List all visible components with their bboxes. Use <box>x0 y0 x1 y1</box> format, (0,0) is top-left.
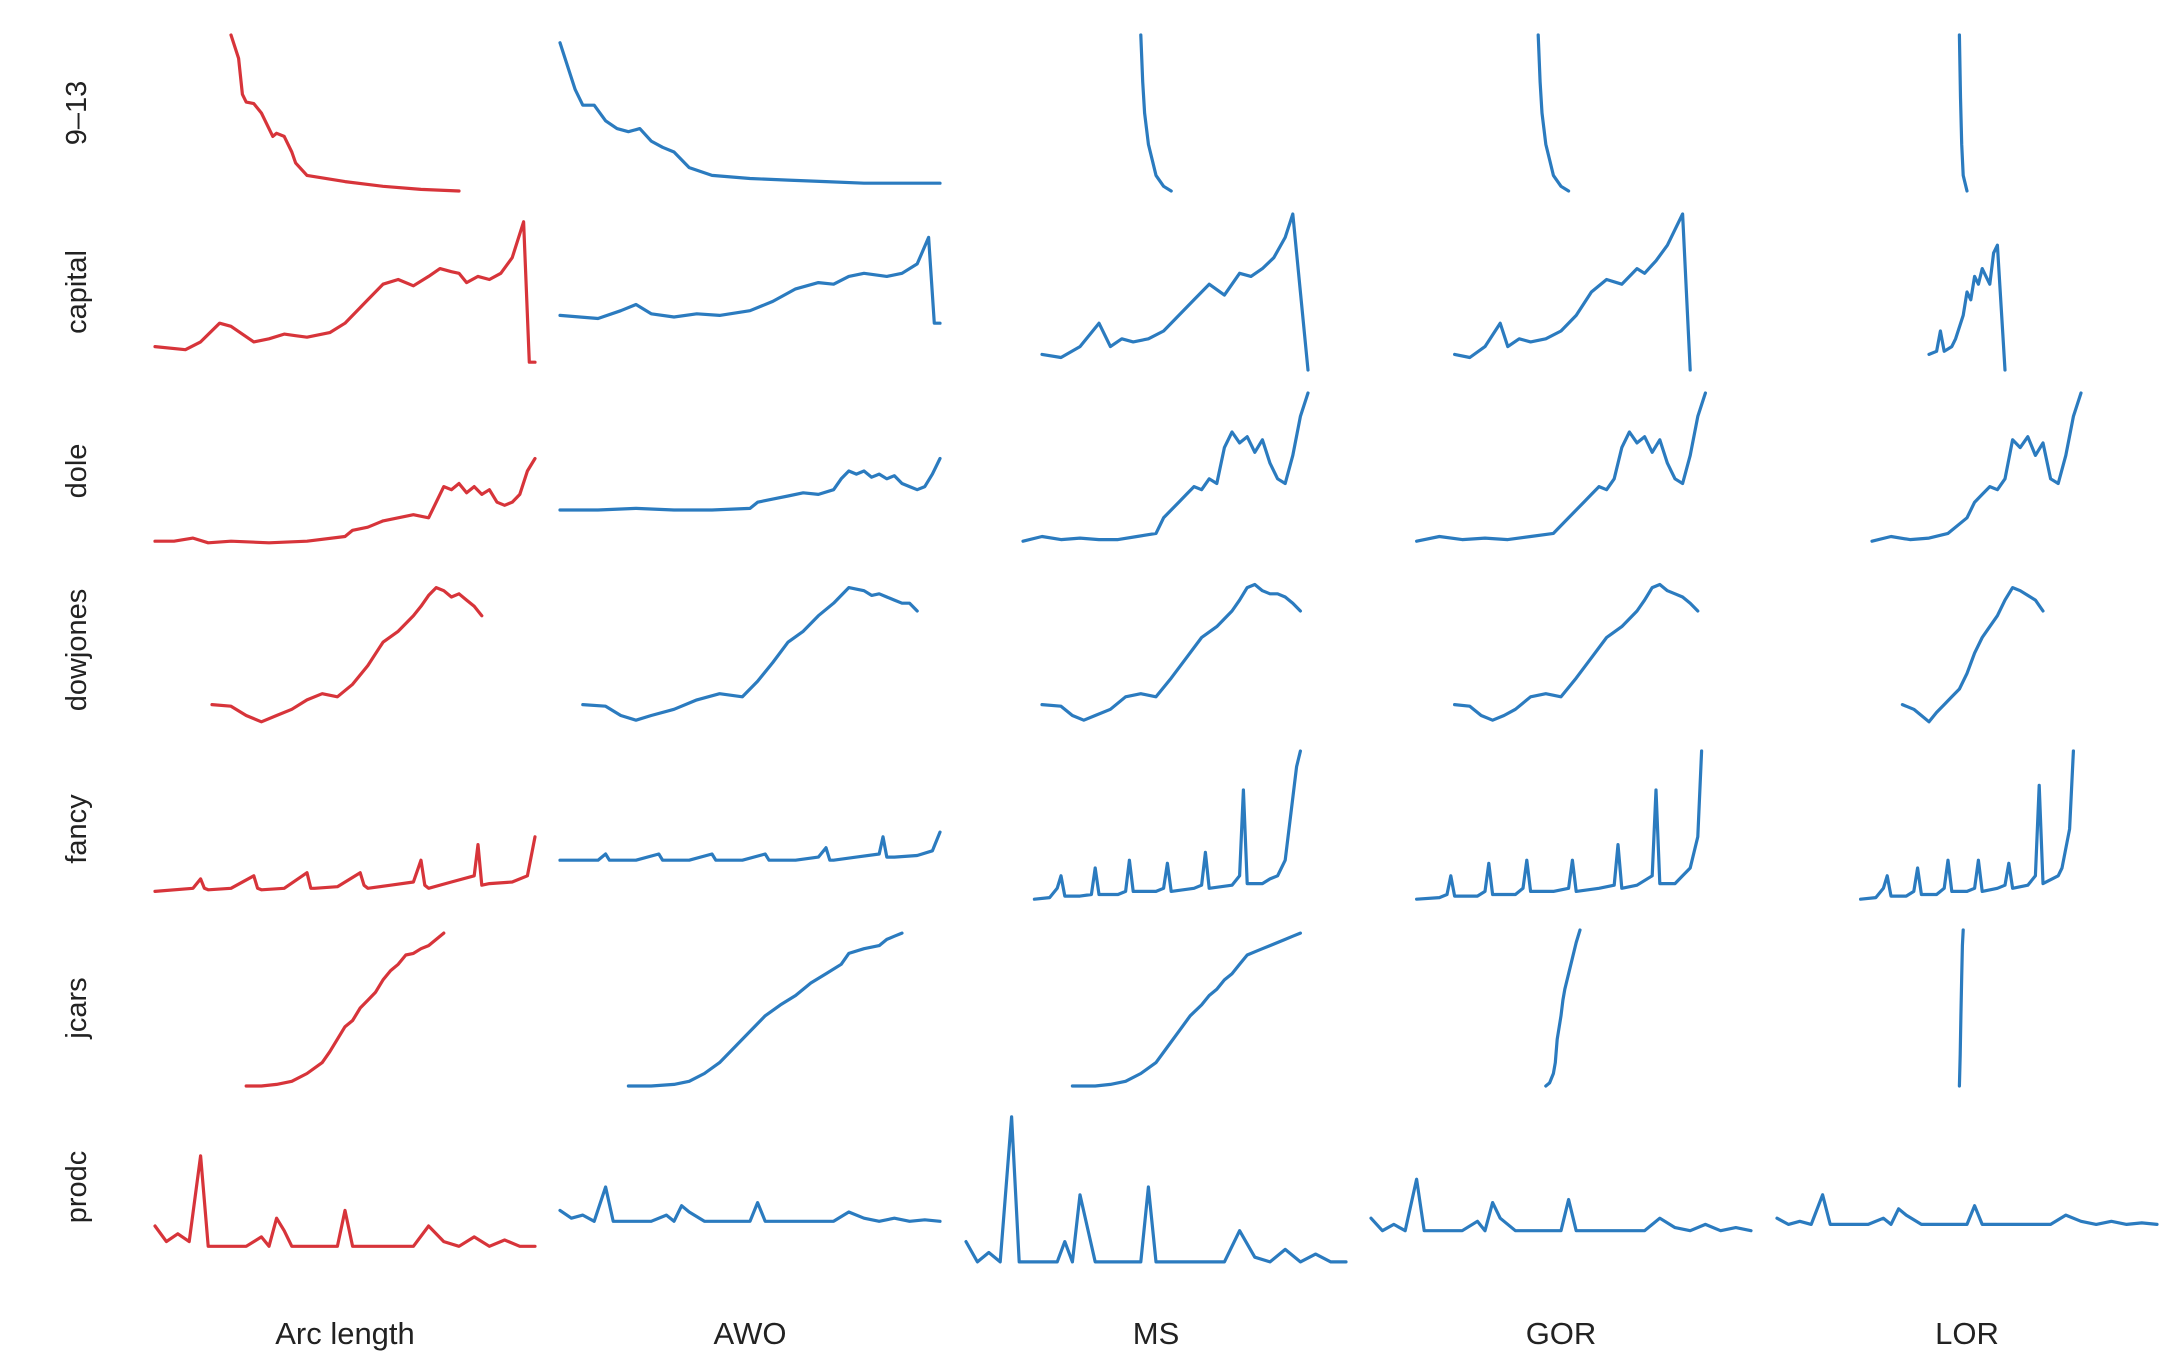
line-9-13-awo <box>558 41 942 185</box>
line-prodc-gor <box>1369 1177 1753 1233</box>
line-prodc-arc-length <box>153 1154 537 1248</box>
line-prodc-awo <box>558 1185 942 1223</box>
line-fancy-awo <box>558 830 942 862</box>
line-dowjones-lor <box>1900 585 2045 724</box>
line-dowjones-awo <box>581 585 919 722</box>
line-dole-lor <box>1870 391 2083 543</box>
line-dowjones-arc-length <box>210 585 484 724</box>
column-label-gor: GOR <box>1526 1316 1597 1351</box>
line-jcars-ms <box>1070 931 1303 1088</box>
row-label-9-13: 9–13 <box>61 81 93 146</box>
line-capital-awo <box>558 235 942 325</box>
line-jcars-lor <box>1957 928 1965 1088</box>
row-label-capital: capital <box>61 250 93 334</box>
line-prodc-ms <box>964 1115 1348 1264</box>
column-label-ms: MS <box>1133 1316 1180 1351</box>
line-fancy-gor <box>1414 749 1704 901</box>
column-label-awo: AWO <box>714 1316 787 1351</box>
line-dole-arc-length <box>153 456 537 545</box>
line-fancy-arc-length <box>153 835 537 894</box>
panels <box>153 33 2159 1264</box>
row-label-prodc: prodc <box>61 1151 93 1224</box>
line-9-13-ms <box>1139 33 1173 193</box>
row-label-dowjones: dowjones <box>61 589 93 712</box>
line-jcars-awo <box>626 931 904 1088</box>
line-dowjones-ms <box>1040 582 1303 722</box>
row-label-dole: dole <box>61 444 93 499</box>
line-fancy-ms <box>1032 749 1303 901</box>
line-jcars-arc-length <box>244 931 446 1088</box>
row-label-fancy: fancy <box>61 794 93 864</box>
line-capital-arc-length <box>153 220 537 364</box>
line-fancy-lor <box>1858 749 2075 901</box>
row-label-jcars: jcars <box>61 977 93 1039</box>
line-9-13-arc-length <box>229 33 461 193</box>
line-dowjones-gor <box>1452 582 1700 722</box>
row-labels: 9–13 capital dole dowjones fancy jcars prodc <box>61 81 93 1224</box>
line-dole-awo <box>558 456 942 512</box>
column-label-lor: LOR <box>1935 1316 1999 1351</box>
line-capital-lor <box>1927 243 2007 372</box>
line-prodc-lor <box>1775 1193 2159 1227</box>
line-9-13-lor <box>1957 33 1969 193</box>
line-jcars-gor <box>1544 928 1582 1088</box>
line-dole-gor <box>1414 391 1708 543</box>
line-dole-ms <box>1021 391 1310 543</box>
line-capital-gor <box>1452 212 1692 372</box>
line-9-13-gor <box>1536 33 1571 193</box>
column-label-arc-length: Arc length <box>275 1316 415 1351</box>
line-capital-ms <box>1040 212 1310 372</box>
column-labels: Arc length AWO MS GOR LOR <box>275 1316 1999 1351</box>
